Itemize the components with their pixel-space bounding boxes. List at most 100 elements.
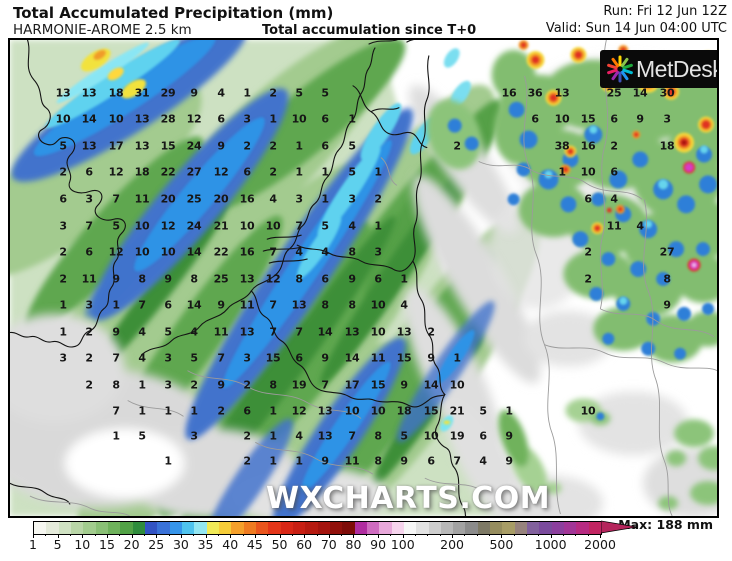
- map-value: 9: [400, 454, 408, 468]
- colorbar-segment: [34, 522, 47, 534]
- colorbar-segment: [465, 522, 478, 534]
- map-value: 6: [217, 112, 225, 126]
- colorbar-segment: [144, 522, 158, 534]
- map-value: 8: [348, 245, 356, 259]
- map-value: 18: [108, 86, 124, 100]
- map-value: 10: [370, 325, 386, 339]
- map-value: 9: [112, 272, 120, 286]
- map-value: 1: [269, 112, 277, 126]
- colorbar-segment: [218, 522, 232, 534]
- map-value: 8: [374, 454, 382, 468]
- map-value: 10: [580, 165, 596, 179]
- map-value: 10: [344, 404, 360, 418]
- map-value: 4: [348, 219, 356, 233]
- map-value: 1: [269, 454, 277, 468]
- map-value: 1: [112, 429, 120, 443]
- map-value: 1: [295, 139, 303, 153]
- colorbar-segment: [527, 522, 540, 534]
- map-value: 8: [321, 298, 329, 312]
- map-value: 2: [269, 86, 277, 100]
- map-value: 10: [423, 429, 439, 443]
- map-value: 9: [112, 325, 120, 339]
- colorbar-segment: [206, 522, 219, 534]
- colorbar-segment: [403, 522, 417, 534]
- map-value: 10: [449, 378, 465, 392]
- map-value: 14: [317, 325, 333, 339]
- map-value: 13: [81, 86, 97, 100]
- map-value: 10: [134, 219, 150, 233]
- colorbar-label: 500: [489, 537, 514, 552]
- map-value: 20: [213, 192, 229, 206]
- map-value: 3: [85, 298, 93, 312]
- colorbar-label: 35: [197, 537, 214, 552]
- map-value: 27: [659, 245, 675, 259]
- map-value: 2: [610, 139, 618, 153]
- map-value: 9: [164, 272, 172, 286]
- map-value: 2: [85, 325, 93, 339]
- map-value: 9: [217, 298, 225, 312]
- map-value: 3: [374, 245, 382, 259]
- map-value: 22: [160, 165, 176, 179]
- colorbar-segment: [539, 522, 552, 534]
- colorbar-tick: [501, 534, 503, 538]
- colorbar-tick: [242, 534, 244, 536]
- map-value: 7: [348, 429, 356, 443]
- map-value: 1: [138, 404, 146, 418]
- colorbar-segment: [440, 522, 454, 534]
- map-value: 2: [243, 454, 251, 468]
- colorbar-label: 5: [53, 537, 62, 552]
- map-value: 1: [348, 112, 356, 126]
- map-value: 15: [423, 404, 439, 418]
- map-value: 9: [321, 351, 329, 365]
- colorbar-segment: [576, 522, 589, 534]
- country-borders: [10, 40, 467, 516]
- map-value: 31: [134, 86, 150, 100]
- map-value: 1: [453, 351, 461, 365]
- map-value: 30: [659, 86, 675, 100]
- map-value: 5: [190, 351, 198, 365]
- map-value: 11: [213, 325, 229, 339]
- map-value: 2: [374, 192, 382, 206]
- map-value: 13: [396, 325, 412, 339]
- map-value: 13: [317, 404, 333, 418]
- colorbar-tick: [82, 534, 84, 538]
- map-value: 6: [85, 165, 93, 179]
- colorbar-tick: [563, 534, 565, 536]
- map-value: 6: [164, 298, 172, 312]
- map-value: 18: [396, 404, 412, 418]
- map-value: 12: [291, 404, 307, 418]
- map-value: 17: [344, 378, 360, 392]
- colorbar-tick: [587, 534, 589, 536]
- metdesk-logo: MetDesk: [600, 50, 717, 88]
- map-value: 14: [423, 378, 439, 392]
- map-value: 6: [85, 245, 93, 259]
- colorbar-tick: [427, 534, 429, 536]
- map-value: 15: [396, 351, 412, 365]
- colorbar-segment: [181, 522, 195, 534]
- map-value: 7: [269, 325, 277, 339]
- map-value: 5: [321, 219, 329, 233]
- map-value: 2: [269, 165, 277, 179]
- colorbar-segment: [354, 522, 367, 534]
- colorbar-segment: [502, 522, 515, 534]
- colorbar-tick: [33, 534, 34, 538]
- map-value: 6: [610, 112, 618, 126]
- map-value: 1: [269, 404, 277, 418]
- map-value: 9: [663, 298, 671, 312]
- map-value: 7: [112, 192, 120, 206]
- colorbar-segment: [132, 522, 145, 534]
- map-value: 4: [295, 429, 303, 443]
- colorbar-segment: [416, 522, 429, 534]
- map-value: 17: [108, 139, 124, 153]
- colorbar-tick: [415, 534, 417, 536]
- map-value: 2: [243, 378, 251, 392]
- colorbar-tick: [180, 534, 182, 538]
- colorbar-segment: [564, 522, 577, 534]
- map-value: 6: [243, 165, 251, 179]
- map-value: 12: [108, 165, 124, 179]
- colorbar-segment: [453, 522, 466, 534]
- map-value: 7: [112, 351, 120, 365]
- map-value: 5: [164, 325, 172, 339]
- map-value: 20: [160, 192, 176, 206]
- map-value: 3: [59, 219, 67, 233]
